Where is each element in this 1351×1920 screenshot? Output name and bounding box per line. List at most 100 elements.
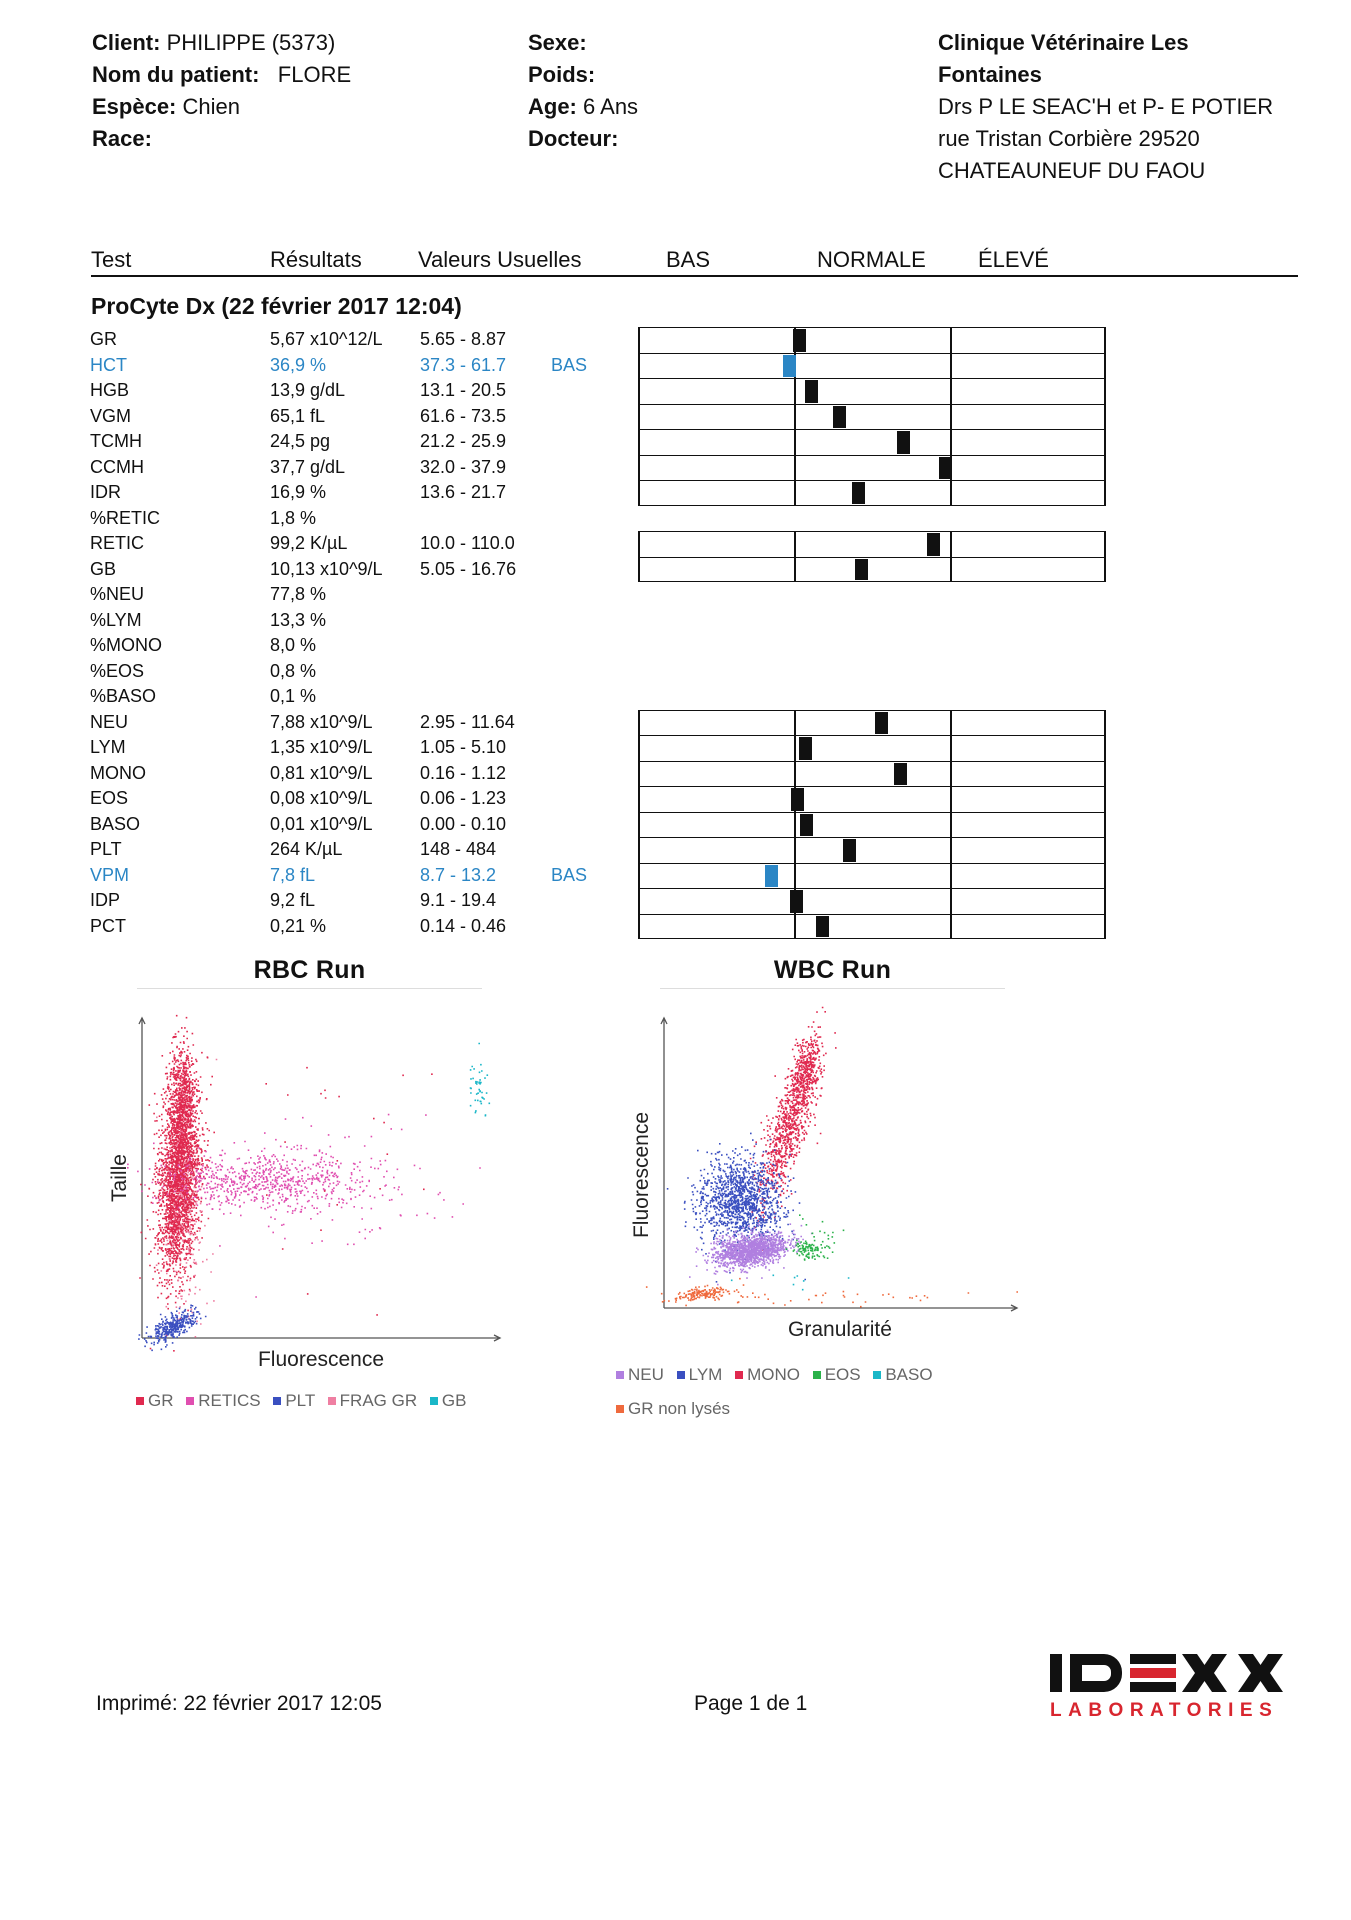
legend-label: BASO bbox=[885, 1365, 933, 1384]
result-value: 13,9 g/dL bbox=[270, 380, 346, 400]
result-row: HGB 13,9 g/dL 13.1 - 20.5 bbox=[90, 378, 610, 404]
result-row: HCT 36,9 % 37.3 - 61.7 BAS bbox=[90, 353, 610, 379]
result-value: 0,08 x10^9/L bbox=[270, 788, 373, 808]
wbc-cluster-eos-sparse bbox=[799, 1214, 845, 1260]
col-reference: Valeurs Usuelles bbox=[418, 247, 582, 272]
result-test-name: HGB bbox=[90, 380, 130, 400]
result-value: 0,1 % bbox=[270, 686, 317, 706]
range-marker bbox=[789, 890, 803, 913]
result-row: %MONO 8,0 % bbox=[90, 633, 610, 659]
result-value: 99,2 K/µL bbox=[270, 533, 348, 553]
result-flag: BAS bbox=[551, 864, 588, 885]
wbc-cluster-baso bbox=[730, 1274, 850, 1291]
result-value: 24,5 pg bbox=[270, 431, 331, 451]
legend-entry: BASO bbox=[865, 1365, 933, 1384]
range-high-boundary bbox=[950, 404, 952, 429]
range-high-boundary bbox=[950, 761, 952, 786]
range-bar bbox=[638, 531, 1106, 557]
result-row: GB 10,13 x10^9/L 5.05 - 16.76 bbox=[90, 557, 610, 583]
wbc-scatter-plot: Fluorescence Granularité bbox=[630, 1006, 1019, 1341]
result-row: PCT 0,21 % 0.14 - 0.46 bbox=[90, 914, 610, 940]
result-test-name: %EOS bbox=[90, 660, 145, 681]
range-marker bbox=[816, 915, 830, 937]
range-marker bbox=[792, 329, 806, 352]
patient-label: Nom du patient: bbox=[92, 62, 260, 87]
result-row: CCMH 37,7 g/dL 32.0 - 37.9 bbox=[90, 455, 610, 481]
range-bar bbox=[638, 556, 1106, 582]
range-low-boundary bbox=[794, 914, 796, 938]
result-row: %BASO 0,1 % bbox=[90, 684, 610, 710]
range-marker bbox=[939, 456, 953, 479]
header-divider bbox=[91, 275, 1298, 277]
section-title: ProCyte Dx (22 février 2017 12:04) bbox=[91, 293, 462, 319]
result-row: RETIC 99,2 K/µL 10.0 - 110.0 bbox=[90, 531, 610, 557]
result-value: 13,3 % bbox=[270, 609, 327, 630]
result-test-name: GR bbox=[90, 329, 117, 349]
result-test-name: RETIC bbox=[90, 533, 144, 553]
rbc-xlabel: Fluorescence bbox=[258, 1348, 384, 1370]
range-high-boundary bbox=[950, 914, 952, 938]
range-low-boundary bbox=[794, 761, 796, 786]
result-test-name: EOS bbox=[90, 788, 129, 808]
legend-swatch bbox=[186, 1397, 195, 1406]
result-row: IDR 16,9 % 13.6 - 21.7 bbox=[90, 480, 610, 506]
result-value: 36,9 % bbox=[270, 354, 327, 375]
range-high-boundary bbox=[950, 532, 952, 557]
result-value: 7,88 x10^9/L bbox=[270, 711, 373, 732]
result-row: TCMH 24,5 pg 21.2 - 25.9 bbox=[90, 429, 610, 455]
result-reference-range: 5.65 - 8.87 bbox=[420, 329, 507, 349]
wbc-plot-title: WBC Run bbox=[773, 956, 892, 984]
species-value: Chien bbox=[182, 94, 240, 119]
legend-entry: GR bbox=[128, 1391, 174, 1410]
legend-label: FRAG GR bbox=[339, 1391, 418, 1410]
result-test-name: %MONO bbox=[90, 635, 162, 655]
legend-swatch bbox=[812, 1371, 821, 1380]
range-low-boundary bbox=[794, 379, 796, 404]
clinic-name-2: Fontaines bbox=[938, 62, 1042, 87]
range-low-boundary bbox=[794, 404, 796, 429]
legend-entry: NEU bbox=[608, 1365, 664, 1384]
result-test-name: %LYM bbox=[90, 609, 142, 630]
legend-label: GR bbox=[148, 1391, 174, 1410]
result-reference-range: 37.3 - 61.7 bbox=[420, 354, 507, 375]
range-marker bbox=[800, 813, 814, 836]
rbc-cluster-gr-top bbox=[164, 1016, 203, 1180]
result-row: BASO 0,01 x10^9/L 0.00 - 0.10 bbox=[90, 812, 610, 838]
legend-label: RETICS bbox=[198, 1391, 261, 1410]
range-low-boundary bbox=[794, 710, 796, 735]
result-test-name: PLT bbox=[90, 839, 122, 859]
legend-entry: RETICS bbox=[178, 1391, 261, 1410]
range-marker bbox=[783, 354, 797, 377]
result-test-name: VPM bbox=[90, 864, 130, 885]
rbc-legend: GR RETICS PLT FRAG GR GB bbox=[128, 1391, 466, 1411]
range-high-boundary bbox=[950, 710, 952, 735]
wbc-legend: NEU LYM MONO EOS BASO GR non lysés bbox=[608, 1358, 968, 1426]
result-test-name: LYM bbox=[90, 737, 126, 757]
range-high-boundary bbox=[950, 328, 952, 353]
result-test-name: %RETIC bbox=[90, 507, 161, 528]
result-value: 8,0 % bbox=[270, 635, 317, 655]
result-test-name: %NEU bbox=[90, 584, 145, 604]
legend-swatch bbox=[327, 1397, 336, 1406]
rbc-title-rule bbox=[137, 988, 482, 989]
species-label: Espèce: bbox=[92, 94, 177, 119]
range-bar bbox=[638, 786, 1106, 812]
result-row: VGM 65,1 fL 61.6 - 73.5 bbox=[90, 404, 610, 430]
range-bar bbox=[638, 837, 1106, 863]
printed-date: Imprimé: 22 février 2017 12:05 bbox=[96, 1692, 382, 1715]
range-bar bbox=[638, 709, 1106, 735]
range-high-boundary bbox=[950, 379, 952, 404]
range-low-boundary bbox=[794, 863, 796, 888]
result-test-name: CCMH bbox=[90, 456, 144, 477]
sex-label: Sexe: bbox=[528, 30, 587, 55]
result-value: 1,35 x10^9/L bbox=[270, 737, 373, 757]
range-marker bbox=[833, 405, 847, 428]
wbc-cluster-mono bbox=[749, 1006, 837, 1251]
legend-entry: FRAG GR bbox=[320, 1391, 417, 1410]
range-low-boundary bbox=[794, 838, 796, 863]
result-value: 1,8 % bbox=[270, 507, 317, 528]
range-high-boundary bbox=[950, 889, 952, 914]
idexx-xx-glyphs bbox=[1182, 1654, 1283, 1692]
range-bar bbox=[638, 327, 1106, 353]
result-reference-range: 148 - 484 bbox=[420, 839, 497, 859]
